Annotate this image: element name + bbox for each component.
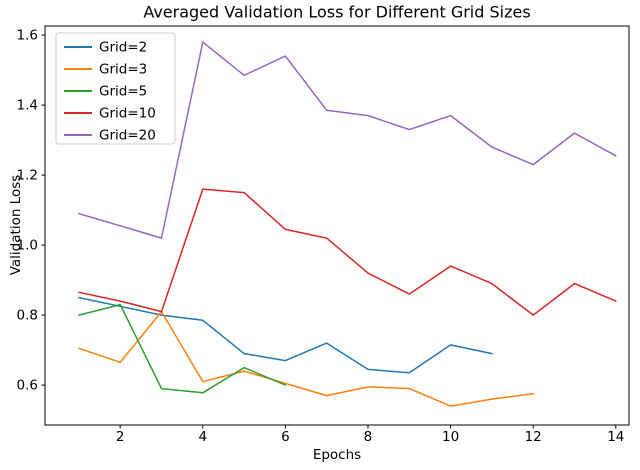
x-tick-label: 4 bbox=[198, 429, 207, 445]
x-tick-label: 14 bbox=[607, 429, 624, 445]
x-tick-label: 6 bbox=[281, 429, 290, 445]
x-tick-label: 12 bbox=[525, 429, 542, 445]
y-tick-label: 1.6 bbox=[17, 28, 38, 44]
series-line-Grid=10 bbox=[78, 188, 617, 316]
legend-label-Grid=20: Grid=20 bbox=[99, 128, 156, 144]
series-line-Grid=5 bbox=[78, 303, 287, 394]
series-line-Grid=2 bbox=[78, 296, 493, 374]
x-axis-label: Epochs bbox=[313, 447, 361, 463]
x-tick-label: 10 bbox=[442, 429, 459, 445]
y-tick-label: 1.0 bbox=[17, 238, 38, 254]
legend-label-Grid=5: Grid=5 bbox=[99, 84, 147, 100]
y-tick-label: 0.8 bbox=[17, 308, 38, 324]
y-axis-ticks: 0.6 0.8 1.0 1.2 1.4 1.6 bbox=[17, 28, 45, 394]
y-axis-label: Validation Loss bbox=[8, 175, 24, 276]
series-line-Grid=3 bbox=[78, 310, 534, 407]
series-line-Grid=20 bbox=[78, 41, 617, 239]
legend-label-Grid=10: Grid=10 bbox=[99, 106, 156, 122]
x-tick-label: 8 bbox=[364, 429, 373, 445]
legend-label-Grid=2: Grid=2 bbox=[99, 40, 147, 56]
chart-title: Averaged Validation Loss for Different G… bbox=[143, 3, 530, 22]
x-axis-ticks: 2 4 6 8 10 12 14 bbox=[116, 425, 624, 445]
x-tick-label: 2 bbox=[116, 429, 125, 445]
legend: Grid=2 Grid=3 Grid=5 Grid=10 Grid=20 bbox=[55, 32, 176, 145]
legend-label-Grid=3: Grid=3 bbox=[99, 62, 147, 78]
y-tick-label: 0.6 bbox=[17, 378, 38, 394]
y-tick-label: 1.4 bbox=[17, 98, 38, 114]
plot-area-border bbox=[44, 25, 630, 426]
legend-box bbox=[55, 32, 176, 145]
y-tick-label: 1.2 bbox=[17, 168, 38, 184]
data-series-lines bbox=[78, 41, 617, 407]
